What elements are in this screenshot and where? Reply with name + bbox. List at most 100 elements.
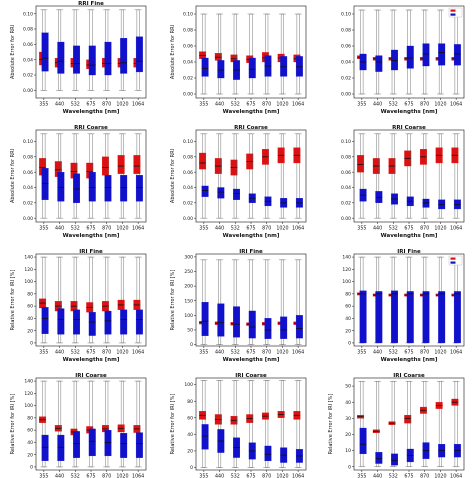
y-tick-label: 0.06	[183, 44, 193, 50]
box-blue	[453, 44, 461, 66]
box-blue	[453, 291, 461, 344]
box-blue	[264, 445, 272, 462]
legend-frame	[448, 255, 463, 266]
y-tick-label: 0.02	[23, 200, 33, 206]
chart-panel: RRI Fine Absolute Error for RRI Wavelength…	[10, 1, 147, 115]
y-tick-label: 0.04	[23, 185, 33, 191]
x-tick-label: 1020	[116, 350, 128, 356]
box-blue	[57, 172, 65, 202]
y-tick-label: 0.10	[341, 139, 351, 145]
y-tick-label: 0	[30, 341, 33, 347]
y-tick-label: 120	[24, 391, 33, 397]
y-tick-label: 0.02	[341, 200, 351, 206]
box-blue	[217, 60, 225, 79]
box-blue	[248, 310, 256, 339]
box-blue	[391, 453, 398, 466]
chart-title: RRI Coarse	[74, 125, 108, 131]
y-tick-label: 0.00	[183, 92, 193, 98]
plot-frame	[195, 129, 307, 223]
y-tick-label: 150	[184, 298, 193, 304]
x-axis-label: Wavelengths [nm]	[63, 109, 120, 115]
x-tick-label: 355	[357, 474, 366, 478]
x-tick-label: 675	[86, 102, 95, 108]
x-tick-label: 1064	[450, 474, 462, 478]
x-tick-label: 355	[199, 474, 208, 478]
y-axis-label: Relative Error for IRI [%]	[328, 394, 334, 455]
x-tick-label: 675	[86, 226, 95, 232]
x-tick-label: 675	[86, 350, 95, 356]
box-blue	[104, 429, 112, 457]
x-tick-label: 1020	[276, 102, 288, 108]
box-blue	[88, 428, 96, 457]
box-red	[357, 155, 365, 173]
x-tick-label: 440	[55, 226, 64, 232]
y-tick-label: 0.06	[23, 170, 33, 176]
x-tick-label: 870	[420, 474, 429, 478]
x-tick-label: 1064	[292, 474, 304, 478]
x-axis-label: Wavelengths [nm]	[381, 357, 438, 363]
x-tick-label: 675	[86, 474, 95, 478]
box-blue	[375, 452, 383, 464]
box-blue	[41, 434, 49, 461]
y-tick-label: 0.04	[183, 60, 193, 66]
y-tick-label: 0.08	[341, 154, 351, 160]
x-tick-label: 355	[39, 350, 48, 356]
y-tick-label: 0.08	[23, 154, 33, 160]
x-tick-label: 675	[404, 226, 413, 232]
box-blue	[359, 427, 367, 455]
y-tick-label: 0.08	[341, 28, 351, 34]
y-tick-label: 60	[27, 304, 33, 310]
y-tick-label: 200	[184, 284, 193, 290]
plot-frame	[195, 377, 307, 471]
y-tick-label: 50	[187, 328, 193, 334]
y-tick-label: 60	[345, 304, 351, 310]
x-tick-label: 870	[262, 226, 271, 232]
legend-swatch	[450, 9, 456, 12]
box-blue	[201, 302, 209, 336]
chart-panel: RRI Coarse Absolute Error for RRI Waveleng…	[170, 125, 307, 239]
box-blue	[135, 175, 143, 202]
y-axis-label: Absolute Error for RRI	[10, 149, 16, 203]
y-tick-label: 50	[345, 384, 351, 390]
box-blue	[73, 45, 80, 74]
box-blue	[120, 175, 128, 202]
chart-title: IRI Coarse	[235, 373, 267, 379]
x-tick-label: 1020	[434, 226, 446, 232]
x-tick-label: 675	[404, 350, 413, 356]
box-blue	[88, 172, 96, 202]
box-blue	[248, 57, 256, 79]
x-tick-label: 355	[199, 226, 208, 232]
x-tick-label: 675	[246, 102, 255, 108]
x-tick-label: 532	[231, 102, 240, 108]
y-tick-label: 0.04	[341, 60, 351, 66]
x-tick-label: 440	[373, 474, 382, 478]
y-tick-label: 40	[27, 316, 33, 322]
x-tick-label: 870	[262, 102, 271, 108]
box-blue	[233, 188, 240, 200]
box-blue	[73, 431, 80, 458]
y-tick-label: 0	[348, 341, 351, 347]
box-blue	[217, 187, 225, 199]
x-tick-label: 1064	[132, 226, 144, 232]
y-tick-label: 80	[187, 399, 193, 405]
x-tick-label: 870	[420, 102, 429, 108]
y-tick-label: 0.00	[341, 92, 351, 98]
x-tick-label: 440	[215, 350, 224, 356]
x-tick-label: 870	[102, 226, 111, 232]
chart-panel: IRI Fine Wavelengths [nm] 0 20 40 60 80 100 120 1…	[342, 249, 465, 363]
y-tick-label: 0	[190, 465, 193, 471]
x-tick-label: 440	[373, 102, 382, 108]
x-tick-label: 532	[71, 474, 80, 478]
x-axis-label: Wavelengths [nm]	[63, 233, 120, 239]
x-tick-label: 675	[404, 102, 413, 108]
box-blue	[104, 41, 112, 76]
y-tick-label: 0.02	[183, 76, 193, 82]
y-tick-label: 140	[24, 379, 33, 385]
box-blue	[217, 303, 225, 337]
y-tick-label: 20	[345, 432, 351, 438]
x-axis-label: Wavelengths [nm]	[223, 233, 280, 239]
x-tick-label: 1064	[450, 102, 462, 108]
y-tick-label: 120	[24, 267, 33, 273]
y-axis-label: Absolute Error for RRI	[10, 25, 16, 79]
